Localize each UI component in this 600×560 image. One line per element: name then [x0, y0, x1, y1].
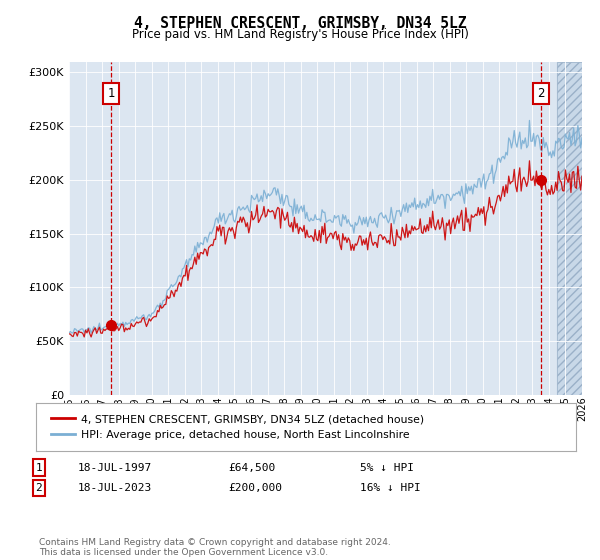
Legend: 4, STEPHEN CRESCENT, GRIMSBY, DN34 5LZ (detached house), HPI: Average price, det: 4, STEPHEN CRESCENT, GRIMSBY, DN34 5LZ (…: [47, 410, 429, 444]
Text: 2: 2: [35, 483, 43, 493]
Text: 1: 1: [35, 463, 43, 473]
Text: 1: 1: [107, 87, 115, 100]
Text: £200,000: £200,000: [228, 483, 282, 493]
Text: Contains HM Land Registry data © Crown copyright and database right 2024.
This d: Contains HM Land Registry data © Crown c…: [39, 538, 391, 557]
Text: 2: 2: [538, 87, 545, 100]
Text: 4, STEPHEN CRESCENT, GRIMSBY, DN34 5LZ: 4, STEPHEN CRESCENT, GRIMSBY, DN34 5LZ: [134, 16, 466, 31]
Text: 18-JUL-1997: 18-JUL-1997: [78, 463, 152, 473]
Bar: [557, 62, 582, 395]
Text: £64,500: £64,500: [228, 463, 275, 473]
Text: Price paid vs. HM Land Registry's House Price Index (HPI): Price paid vs. HM Land Registry's House …: [131, 28, 469, 41]
Bar: [557, 62, 582, 395]
Text: 5% ↓ HPI: 5% ↓ HPI: [360, 463, 414, 473]
Text: 18-JUL-2023: 18-JUL-2023: [78, 483, 152, 493]
Text: 16% ↓ HPI: 16% ↓ HPI: [360, 483, 421, 493]
